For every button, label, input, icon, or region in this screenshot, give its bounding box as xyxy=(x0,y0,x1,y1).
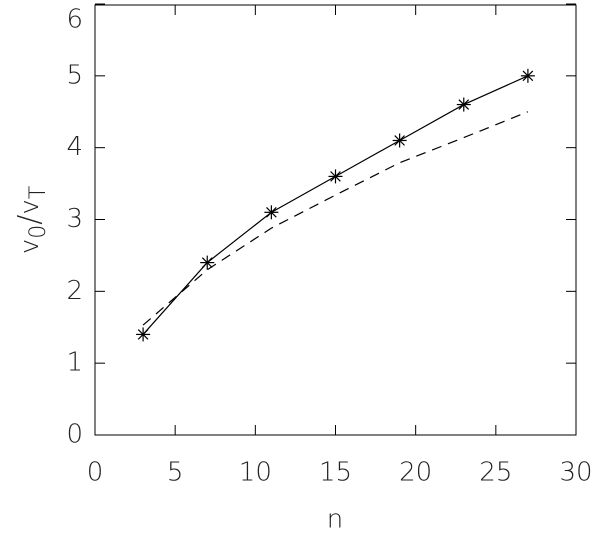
y-label-part: v xyxy=(15,239,45,254)
marker xyxy=(136,327,151,342)
marker xyxy=(456,97,471,112)
y-tick-label: 6 xyxy=(66,5,83,35)
marker xyxy=(520,68,535,83)
y-axis-label: v0/vT xyxy=(12,186,52,254)
marker-stroke xyxy=(266,206,277,218)
marker xyxy=(200,255,215,270)
x-tick-label: 20 xyxy=(399,458,432,488)
marker xyxy=(328,169,343,184)
y-tick-label: 2 xyxy=(66,276,83,306)
x-tick-label: 30 xyxy=(559,458,592,488)
marker xyxy=(264,205,279,220)
marker-stroke xyxy=(394,135,405,146)
plot-frame xyxy=(94,4,577,436)
marker-stroke xyxy=(330,171,341,182)
marker xyxy=(392,133,407,148)
series-line xyxy=(142,75,529,335)
y-label-part: 0 xyxy=(26,225,51,239)
x-axis-label: n xyxy=(327,505,343,533)
y-tick-label: 0 xyxy=(66,420,83,450)
marker-stroke xyxy=(458,99,470,110)
y-label-part: / xyxy=(12,215,47,225)
y-tick-label: 5 xyxy=(66,60,83,90)
x-tick-label: 10 xyxy=(239,458,272,488)
y-label-part: T xyxy=(26,186,51,199)
marker-stroke xyxy=(137,329,149,340)
y-tick-label: 4 xyxy=(66,132,83,162)
x-tick-label: 15 xyxy=(319,458,352,488)
x-tick-label: 25 xyxy=(479,458,512,488)
x-tick-label: 5 xyxy=(167,458,184,488)
series-line xyxy=(142,111,529,326)
x-tick-label: 0 xyxy=(87,458,104,488)
y-tick-label: 3 xyxy=(66,204,83,234)
marker-stroke xyxy=(201,257,213,268)
y-label-part: v xyxy=(15,199,45,214)
y-tick-label: 1 xyxy=(66,348,83,378)
marker-stroke xyxy=(522,70,534,82)
